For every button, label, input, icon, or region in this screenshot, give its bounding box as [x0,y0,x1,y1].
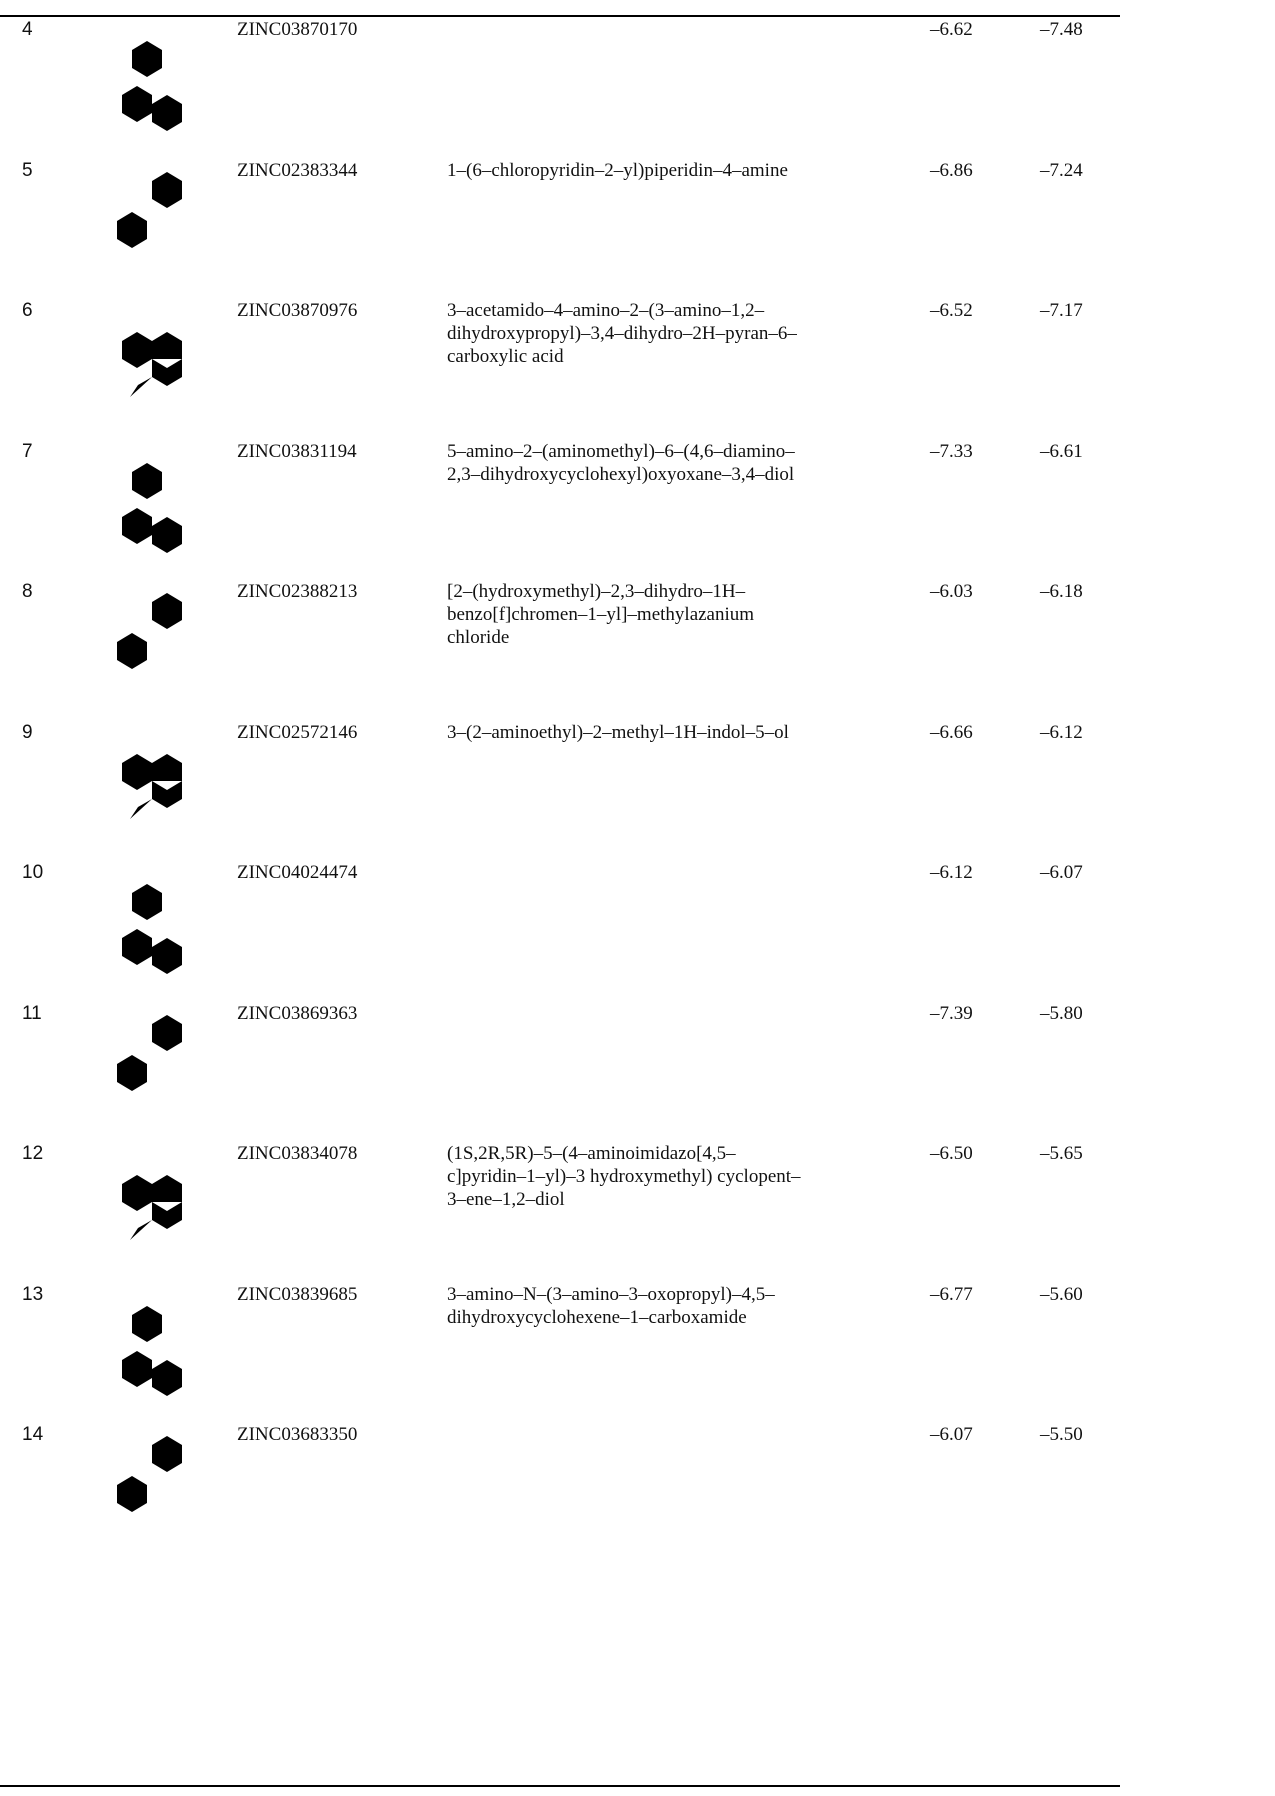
score-1: –6.86 [930,159,973,182]
zinc-id: ZINC02388213 [237,580,357,603]
compound-name: benzo[f]chromen–1–yl]–methylazanium [447,603,754,626]
zinc-id: ZINC03831194 [237,440,357,463]
compound-name: 3–acetamido–4–amino–2–(3–amino–1,2– [447,299,764,322]
molecule-structure [92,863,222,993]
molecule-structure [92,1285,222,1415]
zinc-id: ZINC02383344 [237,159,357,182]
score-1: –6.52 [930,299,973,322]
molecule-structure [92,1425,222,1555]
compound-name: 3–(2–aminoethyl)–2–methyl–1H–indol–5–ol [447,721,789,744]
zinc-id: ZINC03869363 [237,1002,357,1025]
molecule-structure [92,723,222,853]
row-number: 13 [22,1283,43,1306]
score-1: –6.77 [930,1283,973,1306]
molecule-structure [92,161,222,291]
score-2: –6.18 [1040,580,1083,603]
compound-name: carboxylic acid [447,345,564,368]
score-1: –6.62 [930,18,973,41]
score-1: –7.39 [930,1002,973,1025]
row-number: 7 [22,440,33,463]
row-number: 12 [22,1142,43,1165]
zinc-id: ZINC03839685 [237,1283,357,1306]
molecule-structure [92,20,222,150]
row-number: 14 [22,1423,43,1446]
compound-name: 1–(6–chloropyridin–2–yl)piperidin–4–amin… [447,159,788,182]
compound-name: 3–amino–N–(3–amino–3–oxopropyl)–4,5– [447,1283,775,1306]
bottom-rule [0,1785,1120,1787]
zinc-id: ZINC03834078 [237,1142,357,1165]
row-number: 5 [22,159,33,182]
molecule-structure [92,582,222,712]
score-1: –6.66 [930,721,973,744]
score-2: –7.48 [1040,18,1083,41]
zinc-id: ZINC02572146 [237,721,357,744]
score-2: –6.07 [1040,861,1083,884]
compound-name: c]pyridin–1–yl)–3 hydroxymethyl) cyclope… [447,1165,801,1188]
score-1: –6.03 [930,580,973,603]
molecule-structure [92,442,222,572]
zinc-id: ZINC03870170 [237,18,357,41]
molecule-structure [92,1144,222,1274]
score-2: –5.80 [1040,1002,1083,1025]
row-number: 6 [22,299,33,322]
zinc-id: ZINC04024474 [237,861,357,884]
row-number: 11 [22,1002,42,1025]
score-2: –6.61 [1040,440,1083,463]
molecule-structure [92,301,222,431]
compound-name: chloride [447,626,509,649]
score-2: –5.50 [1040,1423,1083,1446]
score-1: –6.07 [930,1423,973,1446]
row-number: 8 [22,580,33,603]
zinc-id: ZINC03683350 [237,1423,357,1446]
row-number: 10 [22,861,43,884]
score-1: –7.33 [930,440,973,463]
score-2: –5.60 [1040,1283,1083,1306]
compound-name: 5–amino–2–(aminomethyl)–6–(4,6–diamino– [447,440,795,463]
compound-name: 2,3–dihydroxycyclohexyl)oxyoxane–3,4–dio… [447,463,794,486]
score-2: –7.17 [1040,299,1083,322]
compound-name: [2–(hydroxymethyl)–2,3–dihydro–1H– [447,580,745,603]
compound-name: dihydroxycyclohexene–1–carboxamide [447,1306,747,1329]
compound-name: dihydroxypropyl)–3,4–dihydro–2H–pyran–6– [447,322,797,345]
page: 4 ZINC03870170 –6.62 –7.48 5 ZINC02383344 1–(6… [0,0,1275,1796]
score-2: –7.24 [1040,159,1083,182]
row-number: 9 [22,721,33,744]
top-rule [0,15,1120,17]
score-2: –6.12 [1040,721,1083,744]
score-1: –6.50 [930,1142,973,1165]
molecule-structure [92,1004,222,1134]
score-1: –6.12 [930,861,973,884]
compound-name: 3–ene–1,2–diol [447,1188,565,1211]
zinc-id: ZINC03870976 [237,299,357,322]
compound-name: (1S,2R,5R)–5–(4–aminoimidazo[4,5– [447,1142,736,1165]
row-number: 4 [22,18,33,41]
score-2: –5.65 [1040,1142,1083,1165]
